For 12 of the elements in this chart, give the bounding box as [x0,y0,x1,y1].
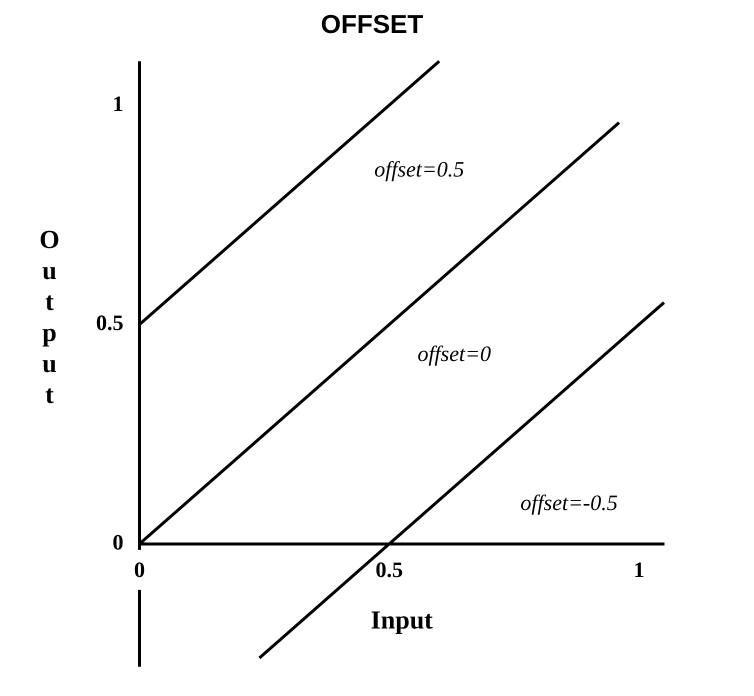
annotation: offset=0.5 [374,156,464,182]
x-tick-label: 0 [134,556,145,582]
y-tick-label: 0 [112,530,124,555]
annotation: offset=-0.5 [520,490,618,516]
x-tick-label: 1 [634,556,645,582]
annotation: offset=0 [417,341,491,366]
chart-title: OFFSET [320,8,424,39]
x-axis-title: Input [370,606,434,635]
y-axis-title: Output [34,225,64,411]
y-tick-label: 0.5 [96,310,124,336]
x-tick-label: 0.5 [376,556,404,582]
y-tick-label: 1 [112,90,124,116]
